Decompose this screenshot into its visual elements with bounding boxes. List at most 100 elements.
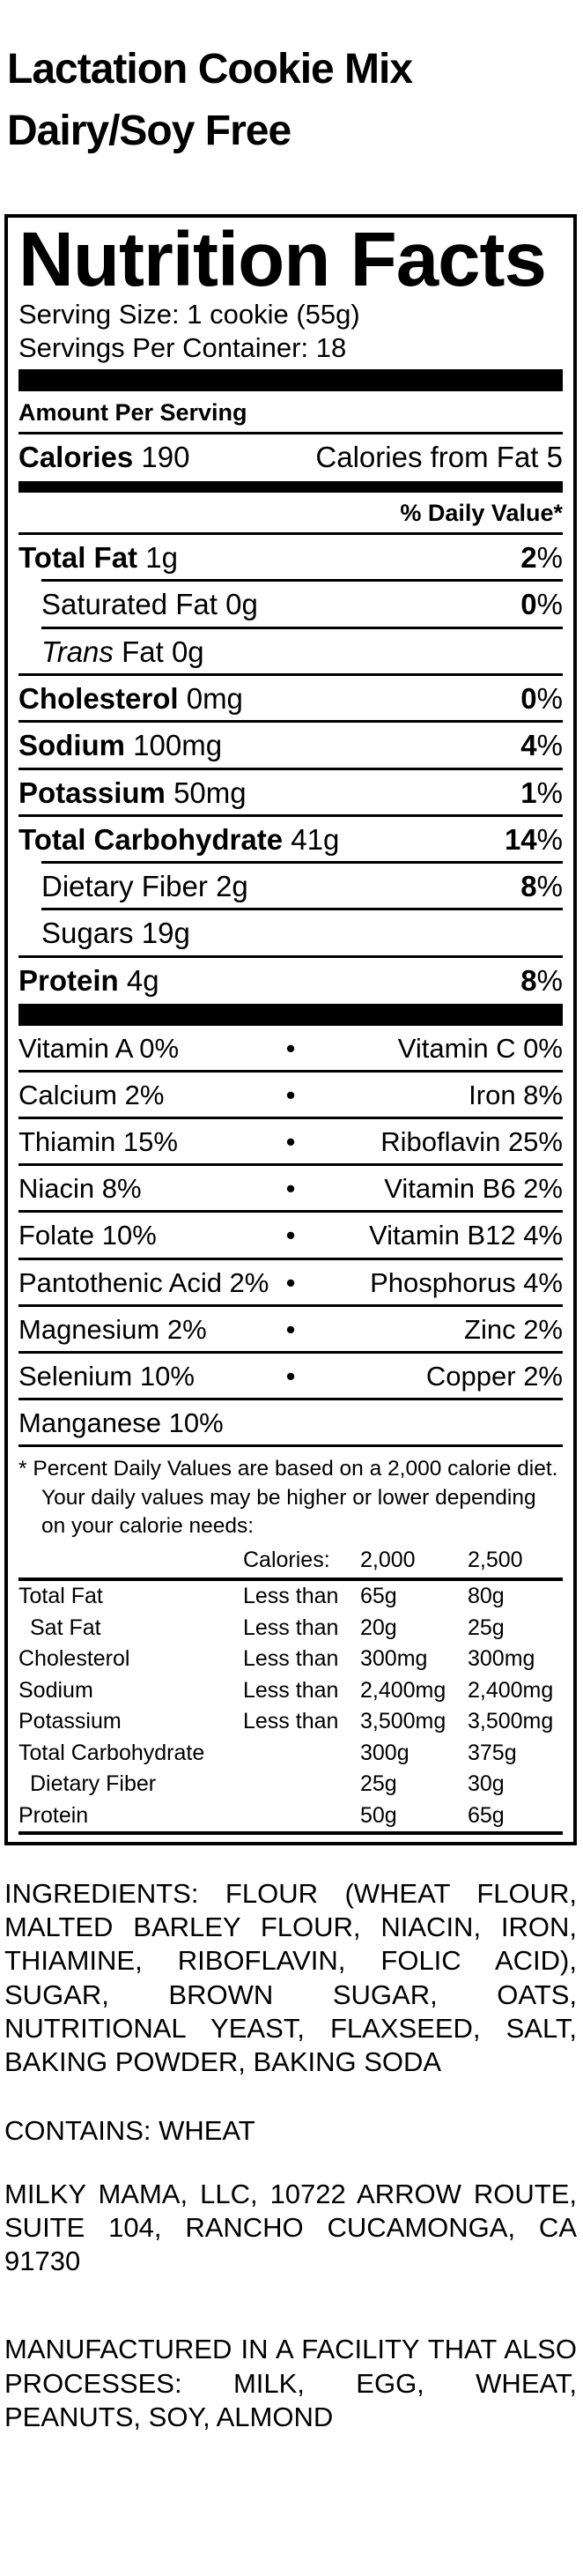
nutrient-row: Dietary Fiber 2g 8% xyxy=(41,861,563,908)
micronutrient-row: Calcium 2% • Iron 8% xyxy=(18,1070,563,1117)
nutrient-amount: 50mg xyxy=(173,776,247,809)
percent-sign: % xyxy=(536,822,563,856)
micronutrient-row: Manganese 10% xyxy=(18,1397,563,1444)
nutrient-name-cell: Protein 4g xyxy=(18,963,159,997)
reference-nutrient: Protein xyxy=(18,1802,89,1828)
micronutrient-left: Calcium 2% xyxy=(18,1080,165,1111)
micronutrient-row: Pantothenic Acid 2% • Phosphorus 4% xyxy=(18,1257,563,1304)
amount-per-serving-label: Amount Per Serving xyxy=(18,398,247,426)
reference-2000-value: 300mg xyxy=(360,1646,428,1672)
nutrient-amount: 4g xyxy=(126,963,159,997)
micronutrient-right: Zinc 2% xyxy=(464,1313,563,1345)
nutrient-daily-value: 0% xyxy=(520,682,563,715)
reference-2000-value: 2,400mg xyxy=(360,1677,446,1703)
product-title: Lactation Cookie Mix Dairy/Soy Free xyxy=(7,39,576,161)
percent-sign: % xyxy=(536,541,563,575)
micronutrient-left: Niacin 8% xyxy=(18,1173,142,1205)
micronutrient-right: Phosphorus 4% xyxy=(370,1266,563,1298)
reference-2500-value: 65g xyxy=(468,1802,505,1828)
nutrient-row: Total Carbohydrate 41g 14% xyxy=(18,813,563,861)
reference-table-row: Dietary Fiber 25g 30g xyxy=(18,1769,563,1800)
nutrient-row: Total Fat 1g 2% xyxy=(18,532,563,579)
reference-nutrient: Cholesterol xyxy=(18,1646,130,1672)
reference-table-row: Total Fat Less than 65g 80g xyxy=(18,1581,563,1613)
header-2000-cell: 2,000 xyxy=(360,1547,416,1572)
reference-nutrient: Potassium xyxy=(18,1709,122,1734)
micronutrient-right: Riboflavin 25% xyxy=(380,1126,563,1158)
micronutrient-row: Folate 10% • Vitamin B12 4% xyxy=(18,1210,563,1257)
thick-divider-bar xyxy=(18,368,563,391)
nutrient-name-cell: Dietary Fiber 2g xyxy=(41,871,248,902)
bullet-separator: • xyxy=(285,1360,296,1392)
nutrient-row: Trans Fat 0g xyxy=(41,626,563,673)
micronutrient-left: Folate 10% xyxy=(18,1220,157,1251)
nutrient-name-cell: Saturated Fat 0g xyxy=(41,589,258,620)
product-title-line-1: Lactation Cookie Mix xyxy=(7,46,413,93)
daily-value-footnote: * Percent Daily Values are based on a 2,… xyxy=(18,1447,563,1546)
reference-2000-value: 65g xyxy=(360,1584,397,1609)
micronutrient-right: Copper 2% xyxy=(425,1360,563,1392)
nutrition-facts-heading: Nutrition Facts xyxy=(18,217,547,303)
reference-2000-value: 3,500mg xyxy=(360,1709,446,1734)
reference-2500-value: 300mg xyxy=(468,1646,535,1672)
calories-label: Calories xyxy=(18,440,134,473)
reference-2000-value: 300g xyxy=(360,1740,410,1765)
nutrient-amount: 2g xyxy=(216,870,248,903)
calories-row: Calories 190 Calories from Fat 5 xyxy=(18,431,563,481)
bullet-separator: • xyxy=(285,1080,296,1111)
reference-2500-value: 375g xyxy=(468,1740,517,1765)
nutrient-row: Sodium 100mg 4% xyxy=(18,720,563,767)
bullet-separator: • xyxy=(285,1266,296,1298)
reference-qualifier xyxy=(243,1804,360,1829)
footnote-text: Percent Daily Values are based on a 2,00… xyxy=(33,1456,558,1539)
reference-2500-value: 30g xyxy=(468,1771,505,1797)
daily-value-number: 0 xyxy=(520,682,537,715)
micronutrient-right: Vitamin C 0% xyxy=(397,1033,563,1065)
nutrient-daily-value: 2% xyxy=(520,541,563,575)
thick-divider-bar xyxy=(18,1004,563,1027)
reference-table-row: Sat Fat Less than 20g 25g xyxy=(18,1613,563,1644)
micronutrient-left: Vitamin A 0% xyxy=(18,1033,180,1065)
nutrient-name: Dietary Fiber xyxy=(41,870,208,903)
nutrition-facts-panel: Nutrition Facts Serving Size: 1 cookie (… xyxy=(4,214,577,1846)
nutrient-daily-value: 14% xyxy=(504,822,563,856)
header-2500-cell: 2,500 xyxy=(468,1547,523,1572)
nutrient-name: Potassium xyxy=(18,776,166,809)
serving-size: Serving Size: 1 cookie (55g) xyxy=(18,299,360,330)
micronutrient-left: Selenium 10% xyxy=(18,1360,195,1392)
bullet-separator: • xyxy=(285,1126,296,1158)
reference-table-row: Potassium Less than 3,500mg 3,500mg xyxy=(18,1706,563,1738)
percent-sign: % xyxy=(536,588,563,621)
percent-sign: % xyxy=(536,870,563,903)
nutrient-name: Sugars xyxy=(41,917,134,950)
nutrient-name-cell: Total Carbohydrate 41g xyxy=(18,823,339,856)
daily-value-number: 14 xyxy=(504,822,537,856)
nutrient-daily-value: 0% xyxy=(520,589,563,620)
nutrient-amount: 0g xyxy=(171,635,204,668)
reference-2500-value: 25g xyxy=(468,1615,505,1640)
percent-sign: % xyxy=(536,682,563,715)
reference-table-row: Cholesterol Less than 300mg 300mg xyxy=(18,1644,563,1675)
reference-qualifier: Less than xyxy=(243,1646,339,1672)
nutrient-row: Cholesterol 0mg 0% xyxy=(18,673,563,720)
nutrient-row: Protein 4g 8% xyxy=(18,954,563,1002)
micronutrient-left: Magnesium 2% xyxy=(18,1313,207,1345)
daily-value-reference-table: Calories: 2,000 2,500 Total Fat Less tha… xyxy=(18,1546,563,1836)
micronutrient-right xyxy=(301,1408,563,1438)
daily-value-number: 8 xyxy=(520,870,537,903)
nutrient-row: Potassium 50mg 1% xyxy=(18,767,563,814)
nutrient-daily-value: 8% xyxy=(520,964,563,997)
product-title-line-2: Dairy/Soy Free xyxy=(7,107,292,154)
calories-cell: Calories 190 xyxy=(18,440,189,473)
calories-from-fat-value: 5 xyxy=(546,440,563,473)
bullet-separator: • xyxy=(285,1220,296,1251)
percent-sign: % xyxy=(536,729,563,762)
reference-qualifier xyxy=(243,1741,360,1766)
reference-nutrient: Sat Fat xyxy=(30,1615,101,1640)
daily-value-number: 0 xyxy=(520,588,537,621)
nutrient-name: Cholesterol xyxy=(18,682,179,715)
reference-nutrient: Sodium xyxy=(18,1677,93,1703)
servings-per-container: Servings Per Container: 18 xyxy=(18,332,347,363)
micronutrient-row: Selenium 10% • Copper 2% xyxy=(18,1350,563,1398)
nutrient-amount: 1g xyxy=(145,541,178,575)
